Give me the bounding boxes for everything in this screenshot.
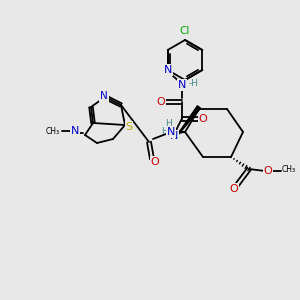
Text: N: N bbox=[100, 91, 108, 101]
Text: CH₃: CH₃ bbox=[46, 127, 60, 136]
Text: S: S bbox=[125, 122, 133, 132]
Text: O: O bbox=[151, 157, 159, 167]
Text: N: N bbox=[167, 127, 175, 137]
Text: N: N bbox=[71, 126, 79, 136]
Polygon shape bbox=[174, 106, 201, 140]
Text: -H: -H bbox=[189, 80, 199, 88]
Text: H: H bbox=[161, 128, 168, 136]
Text: O: O bbox=[230, 184, 238, 194]
Text: N: N bbox=[169, 131, 178, 141]
Text: CH₃: CH₃ bbox=[282, 166, 296, 175]
Text: O: O bbox=[156, 97, 165, 107]
Text: O: O bbox=[198, 114, 207, 124]
Text: Cl: Cl bbox=[180, 26, 190, 36]
Text: N: N bbox=[178, 80, 186, 90]
Text: N: N bbox=[164, 65, 172, 75]
Text: H: H bbox=[166, 118, 172, 127]
Text: O: O bbox=[264, 166, 272, 176]
Polygon shape bbox=[175, 130, 185, 134]
